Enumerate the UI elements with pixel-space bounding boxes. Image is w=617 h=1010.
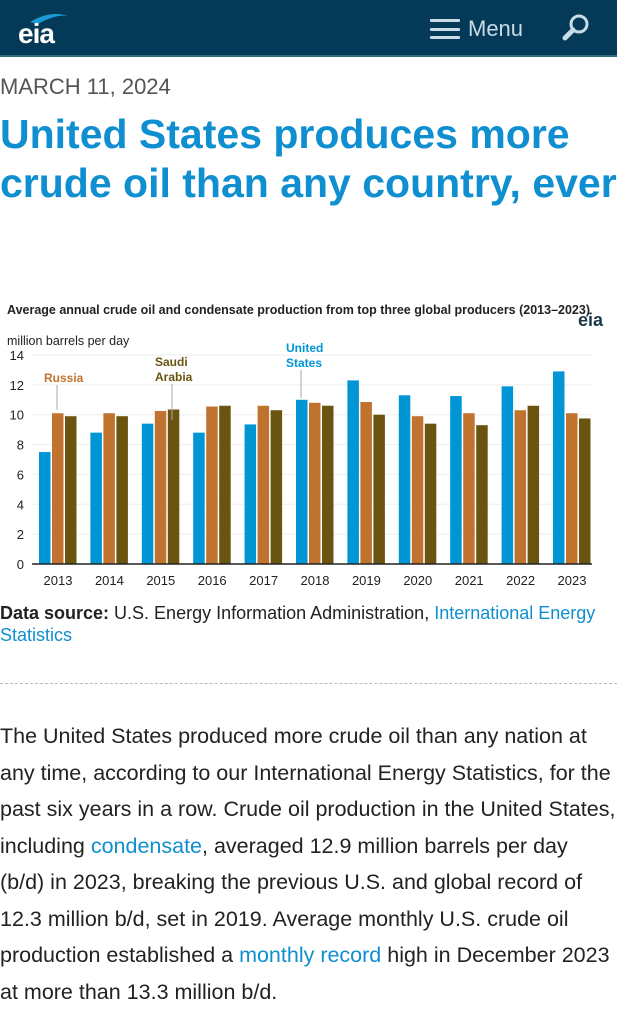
chart-title: Average annual crude oil and condensate … (7, 303, 591, 317)
bar-saudi-arabia-2015 (167, 409, 180, 564)
bar-russia-2018 (309, 402, 321, 564)
series-label-saudi-arabia: Arabia (155, 370, 193, 384)
bar-united-states-2021 (450, 396, 462, 564)
bar-russia-2013 (52, 413, 64, 564)
bar-chart: 0 2 4 6 8 10 12 14 2013 2014 2015 2016 2017 2018 2019 2… (10, 341, 592, 588)
chart-eia-logo: eia (578, 310, 604, 330)
menu-button[interactable]: Menu (430, 16, 523, 42)
x-tick-label: 2022 (506, 573, 535, 588)
bar-russia-2017 (257, 405, 270, 564)
x-tick-label: 2013 (44, 573, 73, 588)
source-link[interactable]: International Energy Statistics (0, 603, 596, 645)
bar-saudi-arabia-2018 (322, 405, 334, 564)
bar-united-states-2019 (347, 380, 359, 564)
bar-russia-2014 (103, 413, 115, 564)
y-tick-label: 6 (17, 467, 24, 482)
page-title: United States produces more crude oil th… (0, 111, 617, 206)
y-tick-label: 0 (17, 557, 24, 572)
chart-y-label: million barrels per day (7, 334, 130, 348)
x-tick-label: 2023 (558, 573, 587, 588)
x-tick-label: 2014 (95, 573, 124, 588)
divider (0, 683, 617, 684)
bar-united-states-2015 (141, 423, 154, 564)
logo-swoosh-icon (30, 14, 68, 24)
source-text: U.S. Energy Information Administration, (109, 603, 435, 623)
bar-russia-2023 (566, 413, 578, 564)
bar-russia-2021 (463, 413, 475, 564)
eia-logo[interactable]: eia (16, 8, 76, 49)
body-text: The United States produced more crude oi… (0, 724, 616, 858)
monthly-record-link[interactable]: monthly record (239, 943, 382, 967)
bar-saudi-arabia-2014 (116, 416, 128, 564)
x-tick-label: 2016 (198, 573, 227, 588)
series-label-united-states: States (286, 356, 322, 370)
bar-united-states-2020 (398, 395, 411, 564)
bar-russia-2020 (411, 416, 424, 564)
bar-saudi-arabia-2019 (373, 414, 385, 564)
bar-saudi-arabia-2013 (65, 416, 77, 564)
series-label-saudi-arabia: Saudi (155, 355, 188, 369)
bar-russia-2019 (360, 402, 372, 564)
x-tick-label: 2017 (249, 573, 278, 588)
bar-united-states-2016 (193, 432, 205, 564)
x-tick-label: 2015 (146, 573, 175, 588)
bar-united-states-2022 (501, 386, 514, 564)
bar-united-states-2018 (296, 399, 308, 564)
bar-united-states-2023 (553, 371, 565, 564)
bar-united-states-2017 (244, 424, 257, 564)
y-tick-label: 2 (17, 527, 24, 542)
bar-russia-2016 (206, 406, 218, 564)
bar-russia-2022 (514, 410, 527, 564)
body-text: , averaged 12.9 million barrels per day … (0, 833, 583, 968)
source-label: Data source: (0, 603, 110, 623)
bar-saudi-arabia-2020 (424, 423, 437, 564)
y-tick-label: 4 (17, 497, 24, 512)
bar-united-states-2014 (90, 432, 102, 564)
x-tick-label: 2021 (455, 573, 484, 588)
article-date: MARCH 11, 2024 (0, 74, 171, 99)
site-header: eia Menu (0, 0, 617, 57)
x-tick-label: 2018 (301, 573, 330, 588)
hamburger-icon (430, 19, 460, 39)
bar-saudi-arabia-2022 (527, 405, 540, 564)
bar-saudi-arabia-2017 (270, 410, 283, 564)
y-tick-label: 12 (10, 378, 24, 393)
series-label-russia: Russia (44, 371, 84, 385)
bar-russia-2015 (154, 410, 167, 564)
x-tick-label: 2019 (352, 573, 381, 588)
y-tick-label: 8 (17, 438, 24, 453)
bar-saudi-arabia-2021 (476, 425, 488, 564)
body-paragraph: The United States produced more crude oi… (0, 718, 617, 1010)
y-tick-label: 10 (10, 408, 24, 423)
series-label-united-states: United (286, 341, 323, 355)
menu-label: Menu (468, 16, 524, 41)
bar-saudi-arabia-2016 (219, 405, 231, 564)
data-source: Data source: U.S. Energy Information Adm… (0, 602, 617, 646)
y-tick-label: 14 (10, 348, 24, 363)
bar-saudi-arabia-2023 (579, 418, 591, 564)
condensate-link[interactable]: condensate (90, 833, 203, 858)
x-tick-label: 2020 (403, 573, 432, 588)
search-icon[interactable] (560, 12, 592, 44)
bar-united-states-2013 (39, 452, 51, 564)
